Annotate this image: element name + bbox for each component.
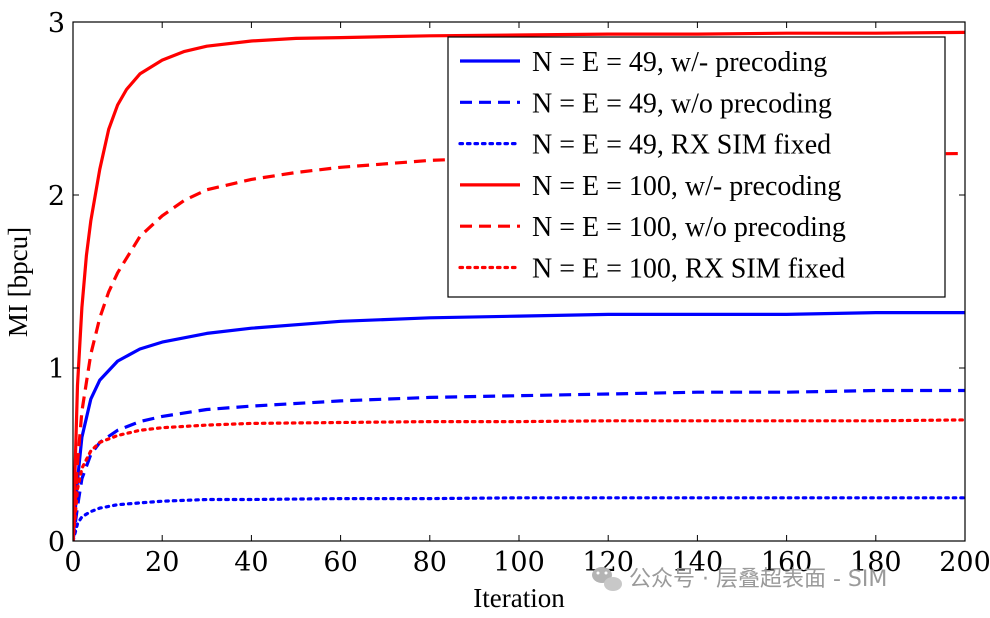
y-tick-label: 2 (48, 181, 65, 212)
series-line-1 (73, 313, 965, 541)
watermark: 公众号 · 层叠超表面 - SIM (592, 567, 887, 592)
y-axis-title: MI [bpcu] (3, 227, 33, 337)
series-line-6 (73, 420, 965, 541)
series-line-2 (73, 391, 965, 542)
x-tick-label: 60 (323, 547, 357, 578)
x-tick-label: 0 (64, 547, 81, 578)
legend-label-math: N = E = 100, (532, 171, 678, 202)
y-tick-label: 0 (48, 527, 65, 558)
legend-label-text: w/o precoding (678, 212, 846, 243)
legend-label-math: N = E = 100, (532, 212, 678, 243)
legend-label-text: w/- precoding (678, 171, 841, 202)
legend-label: N = E = 49, RX SIM fixed (532, 130, 831, 161)
legend-label-math: N = E = 100, (532, 254, 678, 285)
legend-label-math: N = E = 49, (532, 130, 664, 161)
legend-label: N = E = 49, w/o precoding (532, 88, 832, 119)
x-tick-label: 80 (413, 547, 447, 578)
x-tick-label: 20 (145, 547, 179, 578)
legend-label-text: RX SIM fixed (664, 130, 831, 161)
x-tick-label: 40 (234, 547, 268, 578)
y-tick-label: 3 (48, 8, 65, 39)
x-axis-title: Iteration (473, 583, 565, 613)
legend-label-text: w/o precoding (664, 88, 832, 119)
series-line-3 (73, 498, 965, 541)
y-tick-label: 1 (48, 354, 65, 385)
legend-label: N = E = 100, w/o precoding (532, 212, 846, 243)
legend-label-text: RX SIM fixed (678, 254, 845, 285)
legend-label: N = E = 49, w/- precoding (532, 47, 827, 78)
legend-label-math: N = E = 49, (532, 47, 664, 78)
legend-label: N = E = 100, RX SIM fixed (532, 254, 845, 285)
watermark-text: 公众号 · 层叠超表面 - SIM (629, 567, 887, 592)
legend-label: N = E = 100, w/- precoding (532, 171, 841, 202)
legend-label-math: N = E = 49, (532, 88, 664, 119)
x-tick-label: 200 (939, 547, 990, 578)
legend-label-text: w/- precoding (664, 47, 827, 78)
x-tick-label: 100 (493, 547, 545, 578)
